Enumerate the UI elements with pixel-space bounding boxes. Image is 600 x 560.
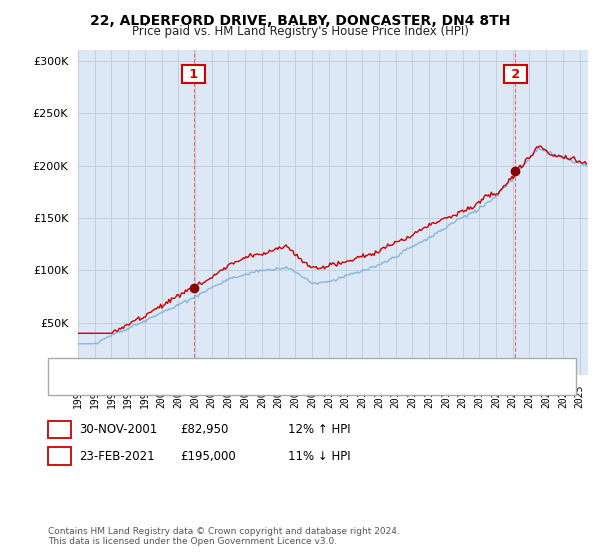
Text: Contains HM Land Registry data © Crown copyright and database right 2024.
This d: Contains HM Land Registry data © Crown c… (48, 526, 400, 546)
Text: 2: 2 (55, 450, 64, 463)
Text: 2: 2 (506, 68, 524, 81)
Text: 11% ↓ HPI: 11% ↓ HPI (288, 450, 350, 463)
Text: 22, ALDERFORD DRIVE, BALBY, DONCASTER, DN4 8TH (detached house): 22, ALDERFORD DRIVE, BALBY, DONCASTER, D… (93, 363, 470, 373)
Text: 30-NOV-2001: 30-NOV-2001 (79, 423, 157, 436)
Text: 1: 1 (55, 423, 64, 436)
Text: £195,000: £195,000 (180, 450, 236, 463)
Text: 23-FEB-2021: 23-FEB-2021 (79, 450, 155, 463)
Text: 22, ALDERFORD DRIVE, BALBY, DONCASTER, DN4 8TH: 22, ALDERFORD DRIVE, BALBY, DONCASTER, D… (90, 14, 510, 28)
Text: 12% ↑ HPI: 12% ↑ HPI (288, 423, 350, 436)
Text: £82,950: £82,950 (180, 423, 229, 436)
Text: 1: 1 (185, 68, 202, 81)
Text: Price paid vs. HM Land Registry's House Price Index (HPI): Price paid vs. HM Land Registry's House … (131, 25, 469, 38)
Text: HPI: Average price, detached house, Doncaster: HPI: Average price, detached house, Donc… (93, 381, 340, 391)
